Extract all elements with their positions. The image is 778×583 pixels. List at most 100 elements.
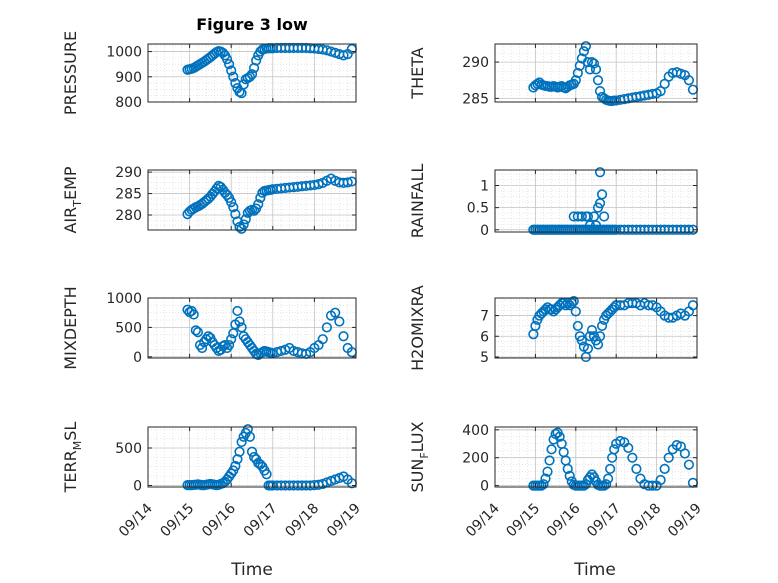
y-tick-label: 500 [115,441,142,457]
data-point [659,463,670,474]
data-point [334,316,345,327]
data-point [603,473,614,484]
data-point [562,298,573,309]
data-point [244,71,256,82]
subplot-mixdepth: 0 500 1000 MIXDEPTH [61,286,357,370]
data-point [558,447,569,458]
data-point [572,67,583,79]
x-tick-label: 09/17 [241,501,281,541]
data-point [226,65,237,76]
data-point [244,431,256,442]
subplot-terr-msl: 0 500 TERRMSL 09/14 09/15 09/16 09/17 09/18 09/1… [61,422,364,541]
y-axis-label: RAINFALL [408,164,427,239]
y-tick-label: 800 [115,95,142,111]
data-point [530,320,541,332]
y-tick-label: 0 [133,479,142,495]
subplot-theta: 285 290 THETA [408,41,699,107]
data-point [234,446,245,457]
data-point [226,197,237,208]
data-point [570,306,581,317]
data-point [544,455,555,466]
data-point [338,50,349,61]
y-tick-label: 500 [115,320,142,336]
data-point [594,331,606,342]
subplot-h2omixra: 5 6 7 H2OMIXRA [408,285,699,371]
axes-box [147,297,357,359]
series-pressure [182,42,357,99]
y-tick-label: 0 [480,479,489,495]
x-tick-label: 09/16 [544,500,584,540]
data-point [190,325,201,336]
x-tick-label: 09/18 [625,501,665,541]
data-point [570,75,581,86]
axes-box [494,43,698,103]
x-tick-label: 09/15 [503,501,543,541]
y-tick-label: 1000 [106,45,142,61]
data-point [528,329,539,340]
data-point [238,219,249,230]
data-point [246,69,258,80]
data-point [228,202,239,213]
subplot-rainfall: 0 0.5 1 RAINFALL [408,164,699,239]
series-rainfall [528,167,699,235]
y-axis-label: AIRTEMP [61,166,84,233]
y-tick-label: 0 [133,350,142,366]
data-point [201,334,212,345]
data-point [188,309,199,320]
data-point [598,211,610,222]
x-tick-label: 09/17 [584,501,624,541]
data-point [687,300,699,311]
y-tick-label: 5 [480,350,489,366]
x-axis-label-left: Time [230,560,273,580]
data-point [542,466,553,477]
data-point [679,448,690,459]
x-axis-label-right: Time [573,560,616,580]
data-point [196,342,208,354]
data-point [580,41,592,52]
y-axis-label: H2OMIXRA [408,285,427,371]
data-point [313,179,324,190]
data-point [236,436,247,448]
y-tick-label: 1 [480,179,489,195]
series-h2omixra [528,296,699,363]
data-point [582,57,594,68]
subplot-sun-flux: 0 200 400 SUNFLUX 09/14 09/15 09/16 09/17 09/18 0… [408,421,705,540]
data-point [592,75,604,86]
y-tick-label: 900 [115,70,142,86]
y-tick-label: 290 [115,165,142,181]
data-point [663,452,674,463]
data-point [221,342,233,354]
subplot-pressure: 800 900 1000 PRESSURE [61,31,357,115]
subplot-air-temp: 280 285 290 AIRTEMP [61,165,357,234]
data-point [566,298,577,309]
data-point [230,460,241,472]
data-point [596,189,608,200]
y-axis-label: MIXDEPTH [61,286,80,369]
data-point [248,451,260,463]
y-tick-label: 400 [462,423,489,439]
series-theta [528,41,699,107]
data-point [687,84,699,95]
y-tick-label: 280 [115,208,142,224]
data-point [590,220,602,231]
axes-box [494,426,698,488]
data-point [234,316,245,327]
data-point [582,343,594,354]
data-point [572,320,583,332]
data-point [230,209,241,220]
data-point [564,470,575,481]
axes-box [147,43,357,103]
y-axis-label: PRESSURE [61,31,80,115]
series-terr-msl [182,424,357,491]
data-point [594,167,606,178]
series-air-temp [182,173,357,234]
y-tick-label: 0 [480,223,489,239]
data-point [330,307,341,318]
data-point [609,444,620,455]
data-point [576,211,587,222]
data-point [609,302,620,313]
data-point [321,322,332,333]
data-point [586,324,598,336]
data-point [546,304,557,315]
